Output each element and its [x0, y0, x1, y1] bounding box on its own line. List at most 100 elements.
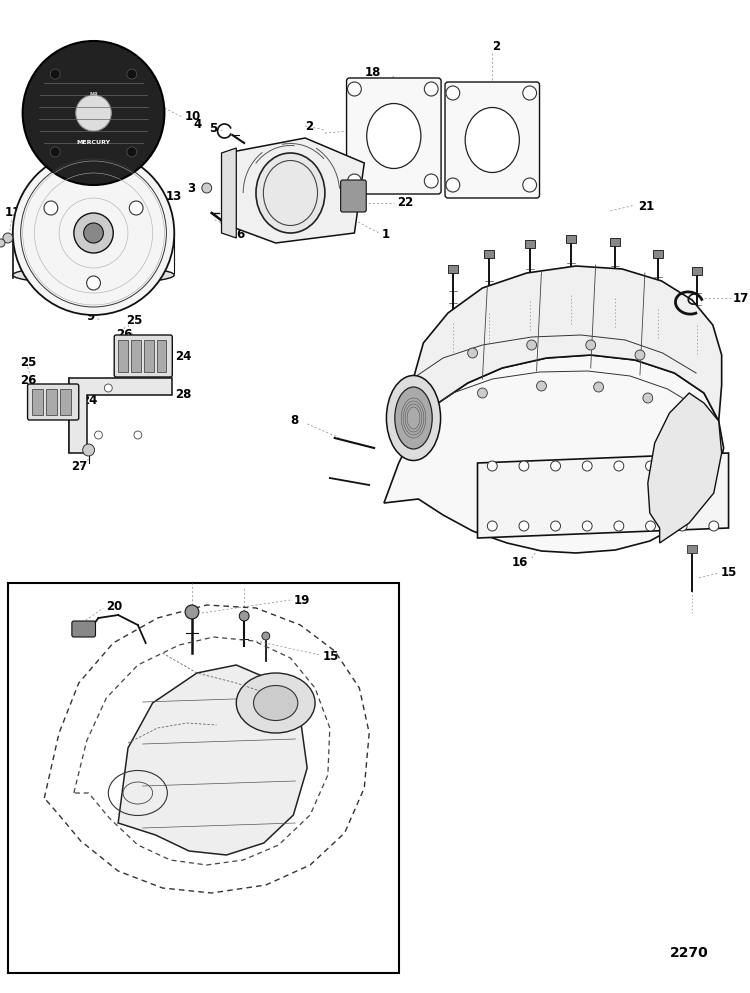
Bar: [8, 583, 399, 973]
Circle shape: [127, 70, 136, 79]
Circle shape: [478, 388, 488, 398]
Text: MERCURY: MERCURY: [76, 140, 110, 146]
Polygon shape: [69, 378, 79, 453]
Circle shape: [519, 521, 529, 531]
Ellipse shape: [256, 153, 325, 233]
Bar: [144, 340, 154, 372]
Text: 2: 2: [305, 119, 314, 132]
Polygon shape: [221, 138, 364, 243]
Circle shape: [87, 276, 100, 290]
Text: 19: 19: [293, 594, 310, 607]
Circle shape: [94, 431, 103, 439]
Text: 24: 24: [176, 350, 191, 362]
Polygon shape: [413, 266, 722, 433]
Text: 25: 25: [126, 315, 142, 328]
Circle shape: [582, 461, 592, 471]
Circle shape: [446, 178, 460, 192]
Circle shape: [526, 340, 536, 350]
Circle shape: [22, 41, 164, 185]
Bar: [118, 340, 128, 372]
Circle shape: [347, 174, 362, 188]
Text: 2: 2: [492, 40, 500, 53]
Bar: [652, 250, 662, 258]
Circle shape: [488, 461, 497, 471]
Circle shape: [424, 174, 438, 188]
FancyBboxPatch shape: [72, 621, 95, 637]
Ellipse shape: [386, 375, 440, 461]
Text: MR: MR: [89, 92, 98, 97]
Ellipse shape: [367, 103, 421, 169]
Text: 21: 21: [638, 200, 654, 213]
Circle shape: [3, 233, 13, 243]
Bar: [566, 235, 576, 243]
Bar: [60, 389, 71, 415]
Circle shape: [594, 382, 604, 392]
FancyBboxPatch shape: [340, 180, 366, 212]
Text: 9: 9: [87, 311, 95, 324]
Bar: [46, 389, 57, 415]
Circle shape: [646, 521, 656, 531]
Bar: [32, 389, 44, 415]
Text: 4: 4: [193, 118, 201, 131]
Circle shape: [84, 223, 104, 243]
Ellipse shape: [236, 673, 315, 733]
FancyBboxPatch shape: [346, 78, 441, 194]
Circle shape: [468, 348, 478, 358]
Circle shape: [677, 461, 687, 471]
Circle shape: [614, 461, 624, 471]
Polygon shape: [221, 148, 236, 238]
Circle shape: [446, 86, 460, 100]
Circle shape: [523, 178, 536, 192]
Circle shape: [424, 82, 438, 96]
Circle shape: [50, 147, 60, 157]
Text: 16: 16: [512, 556, 528, 570]
FancyBboxPatch shape: [28, 384, 79, 420]
Text: 8: 8: [290, 414, 298, 428]
Bar: [525, 240, 535, 248]
Text: 10: 10: [185, 110, 201, 123]
Circle shape: [50, 70, 60, 79]
Ellipse shape: [254, 685, 298, 721]
Circle shape: [519, 461, 529, 471]
Text: 5: 5: [209, 122, 217, 135]
Circle shape: [202, 183, 211, 193]
Polygon shape: [384, 355, 724, 553]
Text: 18: 18: [364, 67, 381, 79]
Text: 26: 26: [116, 328, 133, 341]
Bar: [610, 238, 620, 246]
Circle shape: [82, 444, 94, 456]
Circle shape: [582, 521, 592, 531]
Text: 7: 7: [104, 163, 112, 176]
Text: 13: 13: [166, 190, 182, 203]
Text: 17: 17: [733, 293, 748, 306]
Circle shape: [586, 340, 596, 350]
Circle shape: [550, 521, 560, 531]
Bar: [687, 545, 697, 553]
Bar: [131, 340, 141, 372]
Text: 15: 15: [721, 566, 737, 580]
Circle shape: [185, 605, 199, 619]
Text: 27: 27: [71, 461, 87, 474]
Text: 28: 28: [176, 388, 191, 401]
Circle shape: [127, 147, 136, 157]
Circle shape: [709, 521, 718, 531]
Text: 14: 14: [554, 500, 571, 513]
Bar: [484, 250, 494, 258]
Text: 25: 25: [20, 356, 36, 369]
Bar: [157, 340, 166, 372]
Circle shape: [239, 611, 249, 621]
Text: 11: 11: [5, 207, 21, 219]
Circle shape: [347, 82, 362, 96]
Circle shape: [13, 151, 174, 315]
Text: 22: 22: [397, 197, 413, 210]
Circle shape: [614, 521, 624, 531]
Text: 12: 12: [22, 212, 38, 224]
Polygon shape: [69, 378, 172, 453]
Bar: [692, 267, 702, 275]
Text: 24: 24: [81, 393, 97, 406]
Text: 20: 20: [106, 600, 122, 613]
Ellipse shape: [465, 107, 519, 173]
Circle shape: [0, 239, 5, 247]
Circle shape: [129, 201, 143, 215]
Circle shape: [635, 350, 645, 360]
